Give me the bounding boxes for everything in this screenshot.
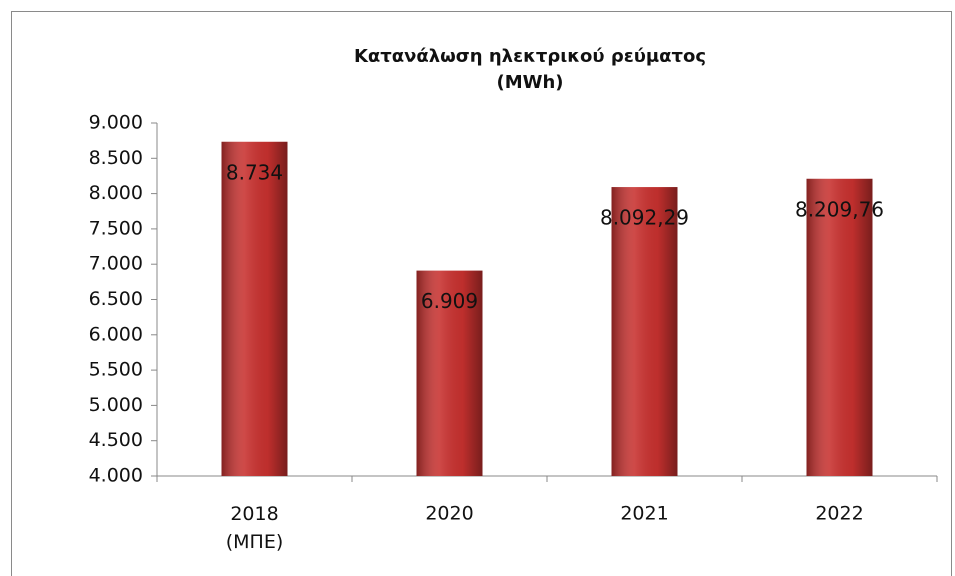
y-tick-label: 4.500 (89, 429, 143, 451)
data-label: 8.209,76 (795, 197, 884, 221)
y-tick-label: 4.000 (89, 465, 143, 487)
chart-title: Κατανάλωση ηλεκτρικού ρεύματος (MWh) (354, 46, 706, 93)
bar-shade (416, 270, 483, 476)
y-tick-label: 5.500 (89, 359, 143, 381)
x-tick-label: 2020 (425, 503, 473, 525)
y-tick-label: 8.000 (89, 182, 143, 204)
y-tick-label: 6.500 (89, 288, 143, 310)
x-tick-label: 2022 (815, 503, 863, 525)
y-tick-label: 5.000 (89, 394, 143, 416)
data-label: 8.734 (226, 160, 283, 184)
x-tick-label: 2018 (ΜΠΕ) (226, 503, 284, 553)
data-label: 8.092,29 (600, 206, 689, 230)
y-tick-label: 8.500 (89, 147, 143, 169)
y-tick-label: 7.500 (89, 217, 143, 239)
y-tick-label: 6.000 (89, 323, 143, 345)
bar-shade (806, 178, 873, 476)
data-label: 6.909 (421, 289, 478, 313)
bar-shade (611, 187, 678, 476)
x-tick-label: 2021 (620, 503, 668, 525)
bar-shade (221, 141, 288, 476)
y-tick-label: 7.000 (89, 253, 143, 275)
y-tick-label: 9.000 (89, 112, 143, 134)
